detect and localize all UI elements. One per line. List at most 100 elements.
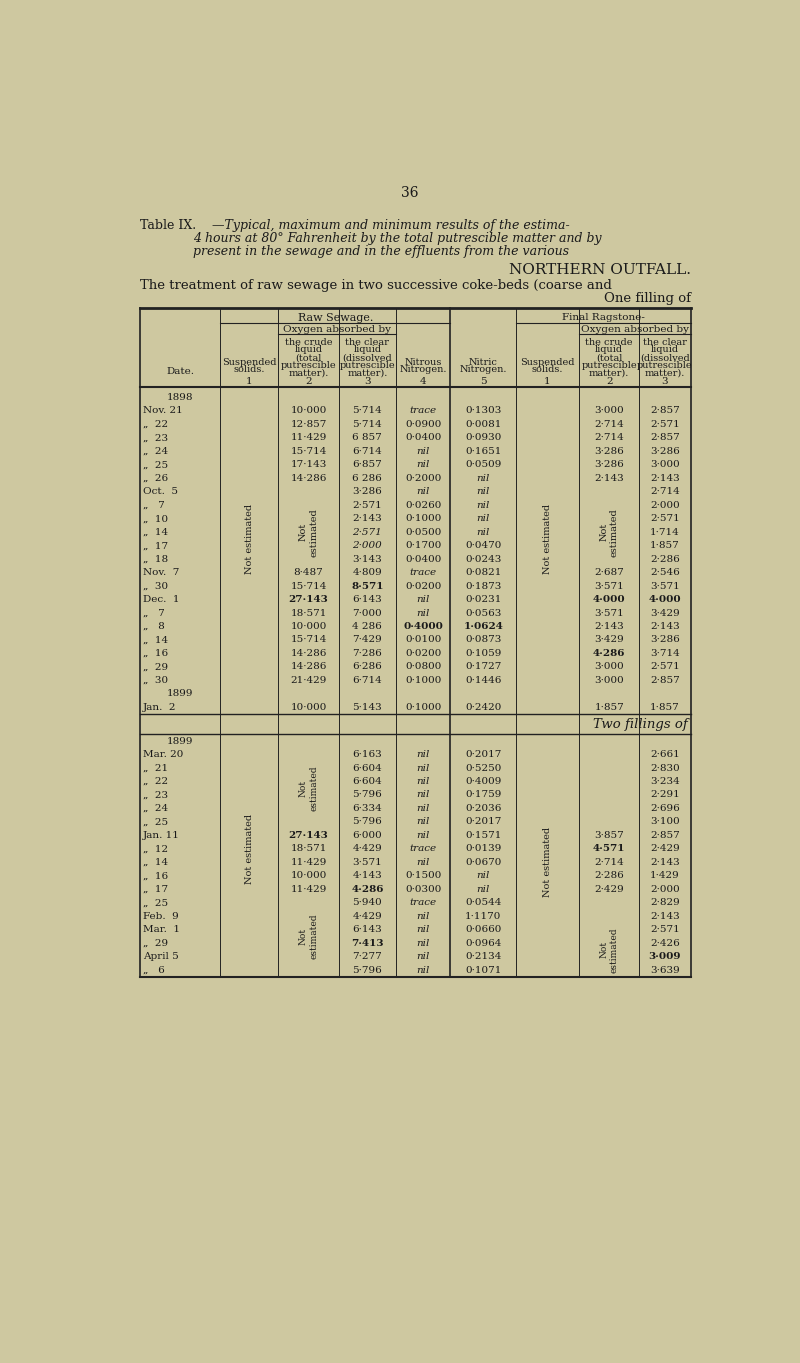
Text: 5·796: 5·796 [353,818,382,826]
Text: Nitric: Nitric [469,357,498,367]
Text: Nitrous: Nitrous [405,357,442,367]
Text: „  26: „ 26 [142,474,168,483]
Text: 7·429: 7·429 [353,635,382,645]
Text: the crude: the crude [285,338,332,346]
Text: 3·286: 3·286 [650,447,680,455]
Text: 3·571: 3·571 [353,857,382,867]
Text: 2·143: 2·143 [650,857,680,867]
Text: 0·1000: 0·1000 [405,514,442,523]
Text: nil: nil [417,912,430,921]
Text: „  14: „ 14 [142,857,168,867]
Text: 3·000: 3·000 [594,676,624,686]
Text: trace: trace [410,844,437,853]
Text: 11·429: 11·429 [290,885,326,894]
Text: nil: nil [417,818,430,826]
Text: 6 286: 6 286 [353,474,382,483]
Text: 0·0231: 0·0231 [465,596,502,604]
Text: 15·714: 15·714 [290,582,326,590]
Text: 0·1446: 0·1446 [465,676,502,686]
Text: 2·429: 2·429 [594,885,624,894]
Text: 2·571: 2·571 [650,514,680,523]
Text: 18·571: 18·571 [290,608,326,617]
Text: Dec.  1: Dec. 1 [142,596,179,604]
Text: 3·429: 3·429 [650,608,680,617]
Text: matter).: matter). [589,368,630,378]
Text: 2·000: 2·000 [353,541,382,551]
Text: 0·0500: 0·0500 [405,527,442,537]
Text: 27·143: 27·143 [289,596,328,604]
Text: nil: nil [417,763,430,773]
Text: nil: nil [477,488,490,496]
Text: 4·000: 4·000 [649,596,682,604]
Text: 21·429: 21·429 [290,676,326,686]
Text: 4: 4 [420,378,426,386]
Text: Nitrogen.: Nitrogen. [459,365,507,375]
Text: 1·0624: 1·0624 [463,622,503,631]
Text: „  29: „ 29 [142,939,168,947]
Text: 4·286: 4·286 [593,649,626,658]
Text: 14·286: 14·286 [290,649,326,658]
Text: „  17: „ 17 [142,885,168,894]
Text: 4·809: 4·809 [353,568,382,577]
Text: 4·429: 4·429 [353,912,382,921]
Text: 6·714: 6·714 [353,447,382,455]
Text: nil: nil [417,953,430,961]
Text: 6·143: 6·143 [353,596,382,604]
Text: Not estimated: Not estimated [245,504,254,574]
Text: Nov. 21: Nov. 21 [142,406,182,416]
Text: putrescible: putrescible [637,361,693,369]
Text: 3·286: 3·286 [594,461,624,469]
Text: Nitrogen.: Nitrogen. [399,365,447,375]
Text: 2·687: 2·687 [594,568,624,577]
Text: 0·1700: 0·1700 [405,541,442,551]
Text: 0·0509: 0·0509 [465,461,502,469]
Text: 2·143: 2·143 [594,622,624,631]
Text: Oxygen absorbed by: Oxygen absorbed by [283,326,391,334]
Text: liquid: liquid [354,345,382,354]
Text: 2·829: 2·829 [650,898,680,908]
Text: 2·143: 2·143 [650,622,680,631]
Text: Not estimated: Not estimated [245,814,254,885]
Text: 3·571: 3·571 [594,608,624,617]
Text: nil: nil [417,965,430,975]
Text: 2·286: 2·286 [594,871,624,880]
Text: 0·4009: 0·4009 [465,777,502,786]
Text: 3·000: 3·000 [650,461,680,469]
Text: nil: nil [417,447,430,455]
Text: nil: nil [417,777,430,786]
Text: nil: nil [477,514,490,523]
Text: 11·429: 11·429 [290,857,326,867]
Text: 6·143: 6·143 [353,925,382,934]
Text: 2: 2 [305,378,312,386]
Text: 4·000: 4·000 [593,596,626,604]
Text: 0·0660: 0·0660 [465,925,502,934]
Text: 0·2017: 0·2017 [465,818,502,826]
Text: „  23: „ 23 [142,791,168,800]
Text: 4 hours at 80° Fahrenheit by the total putrescible matter and by: 4 hours at 80° Fahrenheit by the total p… [193,232,602,245]
Text: 1·429: 1·429 [650,871,680,880]
Text: „  29: „ 29 [142,662,168,672]
Text: 2·661: 2·661 [650,750,680,759]
Text: Not estimated: Not estimated [543,504,552,574]
Text: putrescible: putrescible [281,361,336,369]
Text: 10·000: 10·000 [290,703,326,711]
Text: Not estimated: Not estimated [543,827,552,897]
Text: 2·546: 2·546 [650,568,680,577]
Text: Mar.  1: Mar. 1 [142,925,180,934]
Text: nil: nil [417,608,430,617]
Text: 6·163: 6·163 [353,750,382,759]
Text: solids.: solids. [532,365,563,375]
Text: 2·286: 2·286 [650,555,680,564]
Text: 2·857: 2·857 [650,406,680,416]
Text: 3: 3 [364,378,370,386]
Text: April 5: April 5 [142,953,178,961]
Text: 0·1873: 0·1873 [465,582,502,590]
Text: 2·714: 2·714 [594,420,624,429]
Text: 1898: 1898 [167,393,194,402]
Text: nil: nil [417,596,430,604]
Text: 0·0200: 0·0200 [405,649,442,658]
Text: 1·857: 1·857 [650,541,680,551]
Text: 2: 2 [606,378,613,386]
Text: 3·100: 3·100 [650,818,680,826]
Text: 7·286: 7·286 [353,649,382,658]
